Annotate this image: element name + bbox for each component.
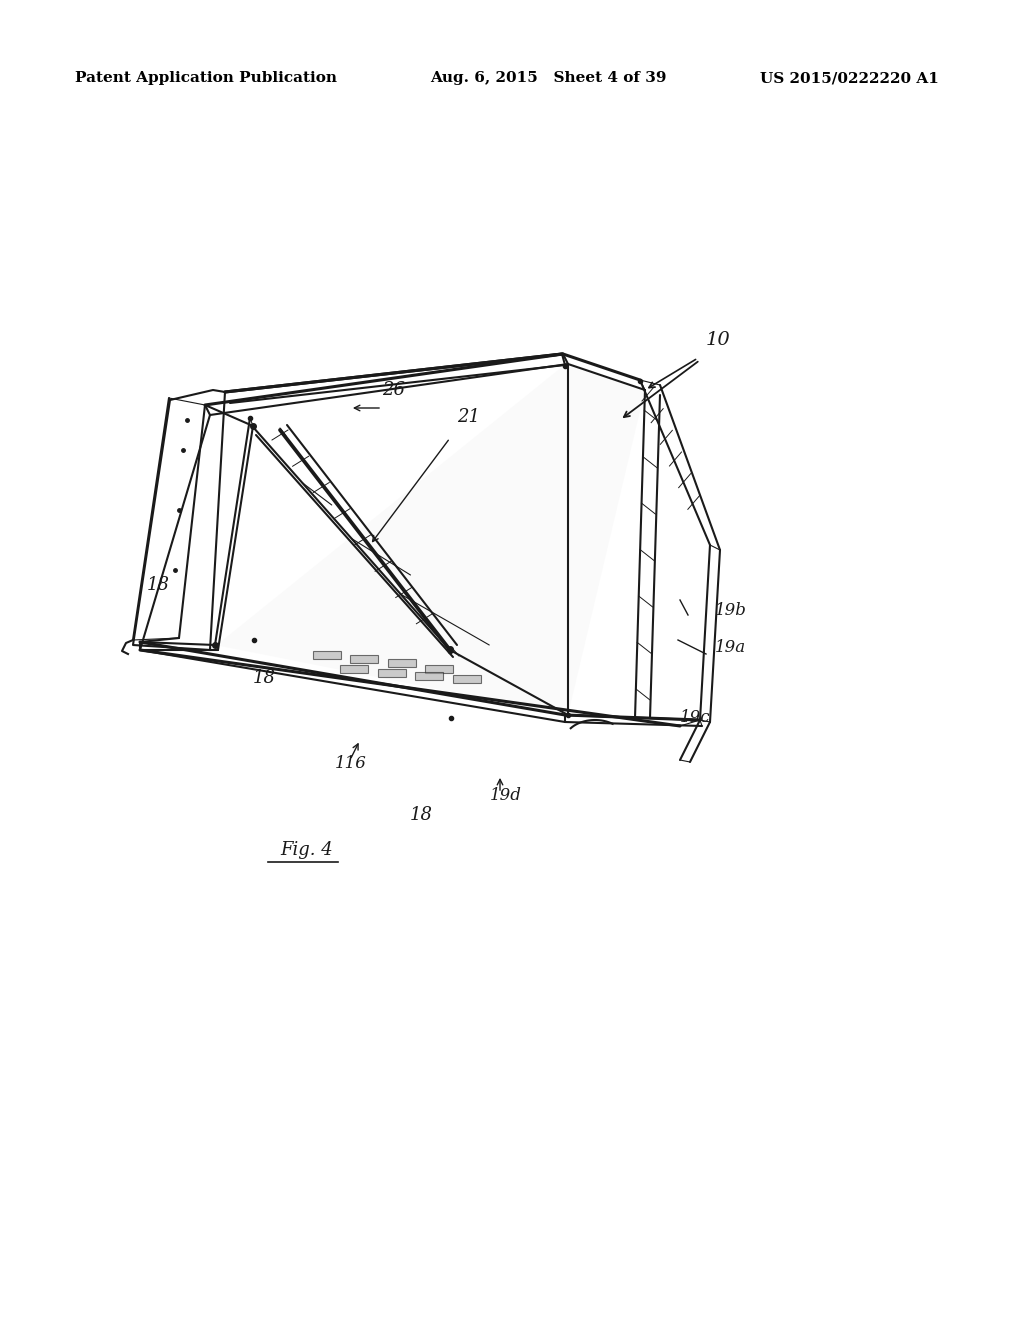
- Bar: [350, 655, 378, 663]
- Text: 19d: 19d: [490, 787, 522, 804]
- Bar: [453, 675, 481, 682]
- Text: 18: 18: [147, 576, 170, 594]
- Text: 26: 26: [382, 381, 406, 399]
- Bar: [378, 669, 406, 677]
- Bar: [415, 672, 443, 680]
- Text: 18: 18: [410, 807, 433, 824]
- Bar: [388, 659, 416, 667]
- Bar: [340, 665, 368, 673]
- Text: US 2015/0222220 A1: US 2015/0222220 A1: [760, 71, 939, 84]
- Text: 19b: 19b: [715, 602, 746, 619]
- Text: Fig. 4: Fig. 4: [280, 841, 333, 859]
- Text: 21: 21: [457, 408, 480, 426]
- Text: 116: 116: [335, 755, 367, 772]
- Polygon shape: [140, 362, 645, 715]
- Text: Patent Application Publication: Patent Application Publication: [75, 71, 337, 84]
- Bar: [313, 651, 341, 659]
- Text: 19a: 19a: [715, 639, 746, 656]
- Bar: [425, 665, 453, 673]
- Text: Aug. 6, 2015   Sheet 4 of 39: Aug. 6, 2015 Sheet 4 of 39: [430, 71, 667, 84]
- Text: 18: 18: [253, 669, 276, 686]
- Text: 19c: 19c: [680, 709, 711, 726]
- Text: 10: 10: [706, 331, 731, 348]
